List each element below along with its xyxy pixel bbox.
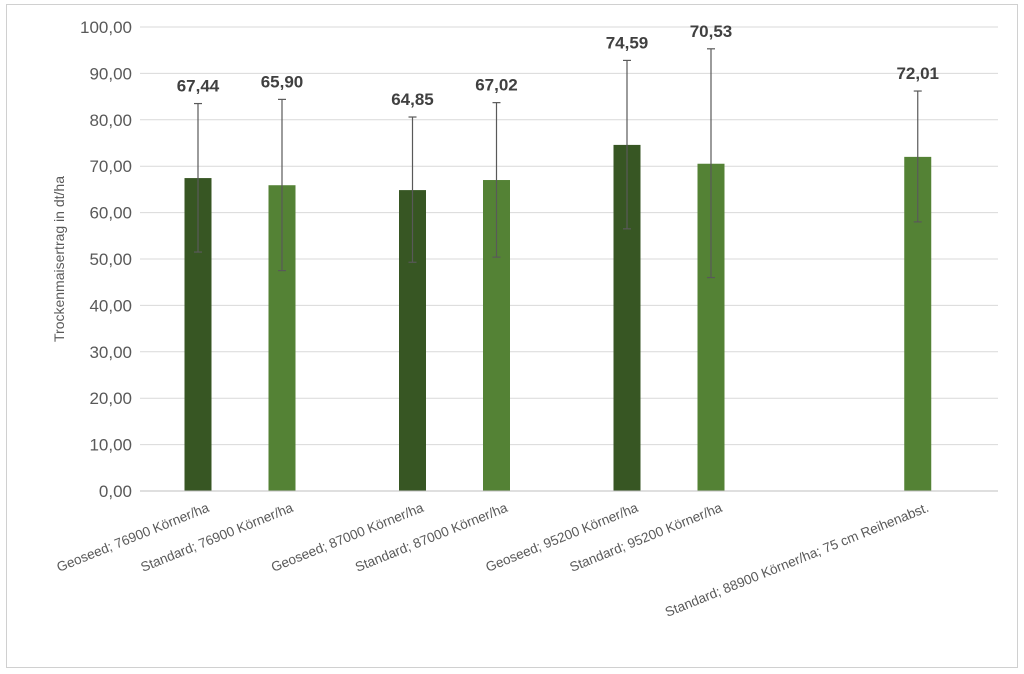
- x-tick-label: Standard; 95200 Körner/ha: [567, 500, 724, 575]
- y-axis-ticks: 0,00 10,00 20,00 30,00 40,00 50,00 60,00 70,00 8…: [80, 18, 132, 501]
- error-bars: [194, 48, 922, 279]
- y-tick-label: 100,00: [80, 18, 132, 37]
- y-tick-label: 40,00: [89, 296, 132, 315]
- data-label: 74,59: [606, 33, 649, 52]
- x-tick-label: Geoseed; 76900 Körner/ha: [54, 500, 211, 575]
- data-label: 67,02: [475, 76, 518, 95]
- y-tick-label: 0,00: [99, 482, 132, 501]
- y-tick-label: 80,00: [89, 111, 132, 130]
- y-tick-label: 20,00: [89, 389, 132, 408]
- y-axis-title: Trockenmaisertrag in dt/ha: [51, 176, 67, 342]
- y-tick-label: 60,00: [89, 204, 132, 223]
- y-tick-label: 10,00: [89, 436, 132, 455]
- data-label: 65,90: [261, 72, 304, 91]
- bars: [184, 144, 932, 492]
- y-tick-label: 50,00: [89, 250, 132, 269]
- y-tick-label: 90,00: [89, 64, 132, 83]
- y-tick-label: 30,00: [89, 343, 132, 362]
- data-label: 72,01: [896, 64, 939, 83]
- data-label: 64,85: [391, 90, 434, 109]
- data-label: 70,53: [690, 22, 733, 41]
- data-label: 67,44: [177, 77, 220, 96]
- y-tick-label: 70,00: [89, 157, 132, 176]
- data-labels: 67,44 65,90 64,85 67,02 74,59 70,53 72,01: [177, 22, 939, 109]
- chart-frame: [6, 4, 1018, 668]
